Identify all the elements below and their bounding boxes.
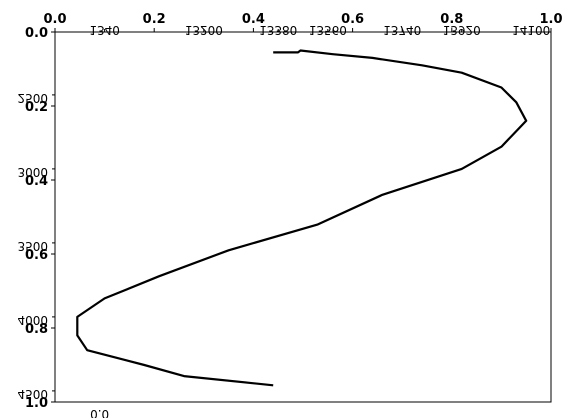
x-tick-label-top: 0.4 [242, 12, 265, 27]
plot-frame [54, 31, 552, 403]
x-tick-label-secondary: 13920 [443, 23, 481, 37]
y-tick-label-left: 0.8 [25, 322, 48, 337]
x-tick-label-secondary: 13380 [259, 23, 297, 37]
y-tick-label-left: 0.6 [25, 248, 48, 263]
x-tick-label-secondary: 13560 [309, 23, 347, 37]
bottom-label: 0.0 [90, 407, 109, 418]
x-tick-label-secondary: 1340 [89, 23, 120, 37]
x-tick-label-secondary: 13740 [383, 23, 421, 37]
y-tick-label-secondary: 3500 [17, 239, 48, 253]
y-tick-label-left: 0.2 [25, 100, 48, 115]
plot-area: 0.0 0.2 0.4 0.6 0.8 1.0 0.0 0.2 0.4 0.6 0.8 1.0 1340… [17, 12, 562, 418]
x-tick-label-top: 0.2 [143, 12, 166, 27]
y-tick-label-secondary: 2500 [17, 91, 48, 105]
y-tick-label-left: 0.0 [25, 26, 48, 41]
y-tick-label-secondary: 3000 [17, 165, 48, 179]
x-tick-label-top: 1.0 [539, 12, 562, 27]
y-tick-label-left: 0.4 [25, 174, 48, 189]
y-tick-label-secondary: 4000 [17, 313, 48, 327]
x-tick-label-top: 0.0 [43, 12, 66, 27]
x-tick-label-secondary: 14100 [512, 23, 550, 37]
x-tick-label-top: 0.6 [341, 12, 364, 27]
series-line [76, 49, 528, 387]
x-tick-label-secondary: 13200 [185, 23, 223, 37]
y-tick-label-left: 1.0 [25, 396, 48, 411]
y-tick-label-secondary: 4500 [17, 387, 48, 401]
x-tick-label-top: 0.8 [440, 12, 463, 27]
